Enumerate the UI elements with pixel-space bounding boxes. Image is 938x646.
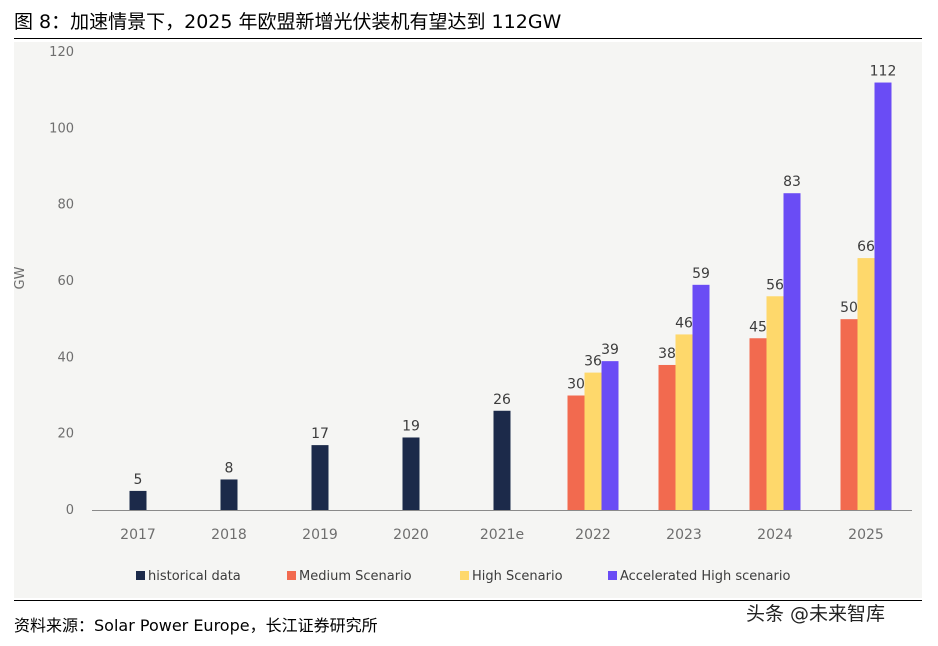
title-divider	[14, 38, 922, 39]
x-ticks-group: 2017 2018 2019 2020 2021e 2022 2023 2024 2025	[120, 527, 884, 543]
figure-title: 图 8：加速情景下，2025 年欧盟新增光伏装机有望达到 112GW	[14, 11, 562, 33]
legend-label-historical: historical data	[148, 569, 241, 584]
bar-accelerated-2023	[692, 284, 710, 510]
y-tick-label: 20	[57, 427, 74, 442]
watermark-text: 头条 @未来智库	[746, 603, 886, 625]
bar-value-label: 19	[402, 418, 420, 434]
x-tick-label: 2019	[302, 527, 338, 543]
bars-group	[129, 82, 892, 511]
y-tick-label: 80	[57, 198, 74, 213]
bar-value-label: 36	[584, 354, 602, 370]
bar-value-label: 17	[311, 426, 329, 442]
x-tick-label: 2017	[120, 527, 156, 543]
bar-value-label: 66	[857, 239, 875, 255]
x-tick-label: 2024	[757, 527, 793, 543]
watermark: 头条 @未来智库	[746, 600, 885, 628]
bar-value-label: 83	[783, 174, 801, 190]
x-tick-label: 2021e	[480, 527, 524, 543]
bar-high-2025	[857, 258, 875, 510]
bar-high-2022	[584, 372, 602, 510]
legend-swatch-historical	[136, 571, 145, 580]
bar-accelerated-2022	[601, 361, 619, 510]
legend: historical data Medium Scenario High Scena…	[136, 569, 790, 584]
bar-historical-2018	[220, 479, 238, 510]
source-divider	[14, 600, 922, 601]
x-tick-label: 2025	[848, 527, 884, 543]
y-tick-label: 0	[66, 503, 74, 518]
bar-high-2023	[675, 334, 693, 510]
bar-value-label: 30	[567, 377, 585, 393]
legend-swatch-high	[460, 571, 469, 580]
bar-medium-2025	[840, 319, 858, 510]
bar-historical-2021e	[493, 410, 511, 510]
bar-value-label: 112	[870, 64, 897, 80]
y-axis: 0 20 40 60 80 100 120	[49, 45, 74, 518]
y-tick-label: 120	[49, 45, 74, 60]
x-tick-label: 2023	[666, 527, 702, 543]
y-axis-label: GW	[14, 266, 28, 289]
y-tick-label: 60	[57, 274, 74, 289]
x-tick-label: 2018	[211, 527, 247, 543]
legend-swatch-medium	[287, 571, 296, 580]
bar-accelerated-2025	[874, 82, 892, 511]
legend-label-medium: Medium Scenario	[299, 569, 412, 584]
bar-value-label: 5	[134, 472, 143, 488]
bar-value-label: 39	[601, 342, 619, 358]
bar-value-label: 26	[493, 392, 511, 408]
bar-historical-2020	[402, 437, 420, 510]
bar-value-label: 46	[675, 315, 693, 331]
bar-historical-2017	[129, 490, 147, 510]
x-tick-label: 2022	[575, 527, 611, 543]
legend-label-high: High Scenario	[472, 569, 563, 584]
bar-value-label: 59	[692, 266, 710, 282]
bar-value-label: 38	[658, 346, 676, 362]
bar-high-2024	[766, 296, 784, 510]
bar-value-label: 56	[766, 277, 784, 293]
chart-panel: 0 20 40 60 80 100 120 GW 5 8 17 19 26 30 36 39 38 46 59 4…	[13, 42, 922, 598]
bar-historical-2019	[311, 445, 329, 510]
bar-value-label: 45	[749, 319, 767, 335]
y-tick-label: 100	[49, 121, 74, 136]
y-tick-label: 40	[57, 350, 74, 365]
legend-label-accelerated: Accelerated High scenario	[620, 569, 790, 584]
bar-medium-2024	[749, 338, 767, 510]
bar-value-label: 8	[225, 460, 234, 476]
bar-medium-2023	[658, 364, 676, 510]
legend-swatch-accelerated	[608, 571, 617, 580]
bar-value-label: 50	[840, 300, 858, 316]
x-tick-label: 2020	[393, 527, 429, 543]
bar-accelerated-2024	[783, 193, 801, 510]
bar-medium-2022	[567, 395, 585, 510]
source-note: 资料来源：Solar Power Europe，长江证券研究所	[14, 616, 378, 635]
